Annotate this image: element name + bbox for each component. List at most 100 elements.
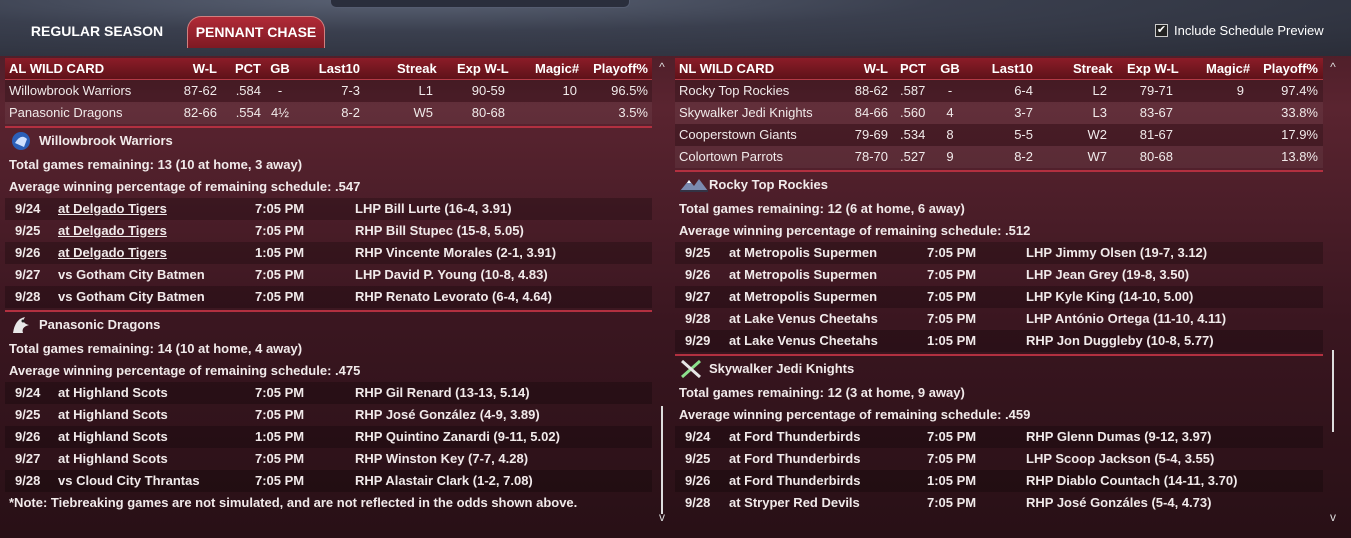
header-streak: Streak bbox=[397, 61, 437, 76]
al-team-section-header: Panasonic Dragons bbox=[5, 310, 652, 336]
team-section-name: Rocky Top Rockies bbox=[709, 177, 828, 192]
avg-win-pct-text: Average winning percentage of remaining … bbox=[679, 223, 1031, 238]
header-last10: Last10 bbox=[318, 61, 360, 76]
standings-playoff: 96.5% bbox=[611, 83, 648, 98]
standings-pct: .534 bbox=[900, 127, 926, 142]
standings-streak: W7 bbox=[1087, 149, 1108, 164]
standings-exp: 90-59 bbox=[471, 83, 505, 98]
probable-pitcher: LHP David P. Young (10-8, 4.83) bbox=[355, 267, 548, 282]
schedule-row: 9/24 at Delgado Tigers 7:05 PM LHP Bill Lur… bbox=[5, 198, 652, 220]
probable-pitcher: RHP Alastair Clark (1-2, 7.08) bbox=[355, 473, 533, 488]
game-date: 9/25 bbox=[15, 407, 41, 422]
opponent-name: at Highland Scots bbox=[58, 451, 168, 466]
scroll-thumb[interactable] bbox=[661, 406, 663, 514]
team-name[interactable]: Colortown Parrots bbox=[679, 149, 784, 164]
schedule-row: 9/27 at Metropolis Supermen 7:05 PM LHP Kyl… bbox=[675, 286, 1323, 308]
game-date: 9/28 bbox=[685, 495, 711, 510]
tab-regular-season[interactable]: REGULAR SEASON bbox=[30, 23, 164, 39]
avg-win-pct-text: Average winning percentage of remaining … bbox=[9, 363, 361, 378]
standings-last10: 3-7 bbox=[1014, 105, 1033, 120]
game-time: 7:05 PM bbox=[255, 473, 305, 488]
game-time: 1:05 PM bbox=[927, 333, 977, 348]
team-name[interactable]: Skywalker Jedi Knights bbox=[679, 105, 813, 120]
header-exp: Exp W-L bbox=[1127, 61, 1179, 76]
standings-row[interactable]: Willowbrook Warriors 87-62 .584 - 7-3 L1 90-59… bbox=[5, 80, 652, 102]
game-time: 7:05 PM bbox=[927, 429, 977, 444]
schedule-row: 9/26 at Ford Thunderbirds 1:05 PM RHP Diabl… bbox=[675, 470, 1323, 492]
scroll-up-icon[interactable]: ^ bbox=[659, 60, 665, 74]
schedule-row: 9/26 at Metropolis Supermen 7:05 PM LHP Jea… bbox=[675, 264, 1323, 286]
standings-pct: .560 bbox=[900, 105, 926, 120]
standings-row[interactable]: Panasonic Dragons 82-66 .554 4½ 8-2 W5 80-68 3.… bbox=[5, 102, 652, 124]
probable-pitcher: RHP Jon Duggleby (10-8, 5.77) bbox=[1026, 333, 1214, 348]
header-wl: W-L bbox=[863, 61, 888, 76]
schedule-row: 9/25 at Ford Thunderbirds 7:05 PM LHP Scoop… bbox=[675, 448, 1323, 470]
game-time: 1:05 PM bbox=[927, 473, 977, 488]
al-scrollbar[interactable]: ^ v bbox=[655, 60, 669, 528]
al-wild-card-title: AL WILD CARD bbox=[9, 61, 105, 76]
avg-win-pct-text: Average winning percentage of remaining … bbox=[679, 407, 1031, 422]
standings-streak: W2 bbox=[1087, 127, 1108, 142]
standings-row[interactable]: Cooperstown Giants 79-69 .534 8 5-5 W2 81-67 17… bbox=[675, 124, 1323, 146]
standings-streak: L2 bbox=[1092, 83, 1107, 98]
tab-pennant-chase[interactable]: PENNANT CHASE bbox=[187, 16, 325, 48]
team-name[interactable]: Panasonic Dragons bbox=[9, 105, 123, 120]
game-date: 9/25 bbox=[15, 223, 41, 238]
header-pct: PCT bbox=[900, 61, 926, 76]
scroll-down-icon[interactable]: v bbox=[1330, 510, 1336, 524]
nl-scrollbar[interactable]: ^ v bbox=[1326, 60, 1340, 528]
standings-playoff: 33.8% bbox=[1281, 105, 1318, 120]
header-last10: Last10 bbox=[991, 61, 1033, 76]
standings-last10: 8-2 bbox=[1014, 149, 1033, 164]
opponent-link[interactable]: at Delgado Tigers bbox=[58, 245, 167, 260]
standings-magic: 10 bbox=[562, 83, 577, 98]
standings-row[interactable]: Colortown Parrots 78-70 .527 9 8-2 W7 80-68 13.… bbox=[675, 146, 1323, 168]
header-gb: GB bbox=[940, 61, 960, 76]
opponent-name: at Lake Venus Cheetahs bbox=[729, 311, 878, 326]
opponent-link[interactable]: at Delgado Tigers bbox=[58, 223, 167, 238]
include-schedule-preview-toggle[interactable]: ✔ Include Schedule Preview bbox=[1155, 22, 1324, 38]
opponent-name: at Lake Venus Cheetahs bbox=[729, 333, 878, 348]
schedule-row: 9/25 at Metropolis Supermen 7:05 PM LHP Jim… bbox=[675, 242, 1323, 264]
standings-last10: 8-2 bbox=[341, 105, 360, 120]
avg-win-pct-text: Average winning percentage of remaining … bbox=[9, 179, 361, 194]
schedule-row: 9/27 at Highland Scots 7:05 PM RHP Winston … bbox=[5, 448, 652, 470]
standings-exp: 80-68 bbox=[471, 105, 505, 120]
game-date: 9/24 bbox=[685, 429, 711, 444]
opponent-name: at Highland Scots bbox=[58, 429, 168, 444]
al-standings-header: AL WILD CARD W-L PCT GB Last10 Streak Exp W-L M… bbox=[5, 58, 652, 80]
game-date: 9/29 bbox=[685, 333, 711, 348]
checkbox-icon[interactable]: ✔ bbox=[1155, 23, 1168, 37]
standings-pct: .527 bbox=[900, 149, 926, 164]
team-name[interactable]: Willowbrook Warriors bbox=[9, 83, 132, 98]
standings-gb: 4 bbox=[946, 105, 954, 120]
scroll-thumb[interactable] bbox=[1332, 350, 1334, 432]
header-pct: PCT bbox=[235, 61, 261, 76]
game-time: 7:05 PM bbox=[927, 267, 977, 282]
team-name[interactable]: Rocky Top Rockies bbox=[679, 83, 790, 98]
standings-streak: L1 bbox=[418, 83, 433, 98]
games-remaining-text: Total games remaining: 12 (6 at home, 6 … bbox=[679, 201, 965, 216]
dragon-icon bbox=[9, 315, 33, 335]
game-date: 9/24 bbox=[15, 385, 41, 400]
footnote-text: *Note: Tiebreaking games are not simulat… bbox=[9, 495, 578, 510]
scroll-down-icon[interactable]: v bbox=[659, 510, 665, 524]
team-section-name: Panasonic Dragons bbox=[39, 317, 161, 332]
opponent-link[interactable]: at Delgado Tigers bbox=[58, 201, 167, 216]
header-exp: Exp W-L bbox=[457, 61, 509, 76]
schedule-row: 9/29 at Lake Venus Cheetahs 1:05 PM RHP Jon… bbox=[675, 330, 1323, 352]
game-time: 7:05 PM bbox=[927, 245, 977, 260]
schedule-row: 9/28 vs Cloud City Thrantas 7:05 PM RHP Ala… bbox=[5, 470, 652, 492]
team-name[interactable]: Cooperstown Giants bbox=[679, 127, 797, 142]
scroll-up-icon[interactable]: ^ bbox=[1330, 60, 1336, 74]
game-date: 9/27 bbox=[15, 267, 41, 282]
schedule-row: 9/26 at Highland Scots 1:05 PM RHP Quintino… bbox=[5, 426, 652, 448]
header-magic: Magic# bbox=[535, 61, 580, 76]
opponent-name: at Highland Scots bbox=[58, 407, 168, 422]
game-time: 7:05 PM bbox=[927, 451, 977, 466]
schedule-row: 9/26 at Delgado Tigers 1:05 PM RHP Vincente… bbox=[5, 242, 652, 264]
standings-row[interactable]: Rocky Top Rockies 88-62 .587 - 6-4 L2 79-71 9 97… bbox=[675, 80, 1323, 102]
standings-exp: 80-68 bbox=[1139, 149, 1173, 164]
standings-last10: 6-4 bbox=[1014, 83, 1033, 98]
standings-row[interactable]: Skywalker Jedi Knights 84-66 .560 4 3-7 L3 83-… bbox=[675, 102, 1323, 124]
